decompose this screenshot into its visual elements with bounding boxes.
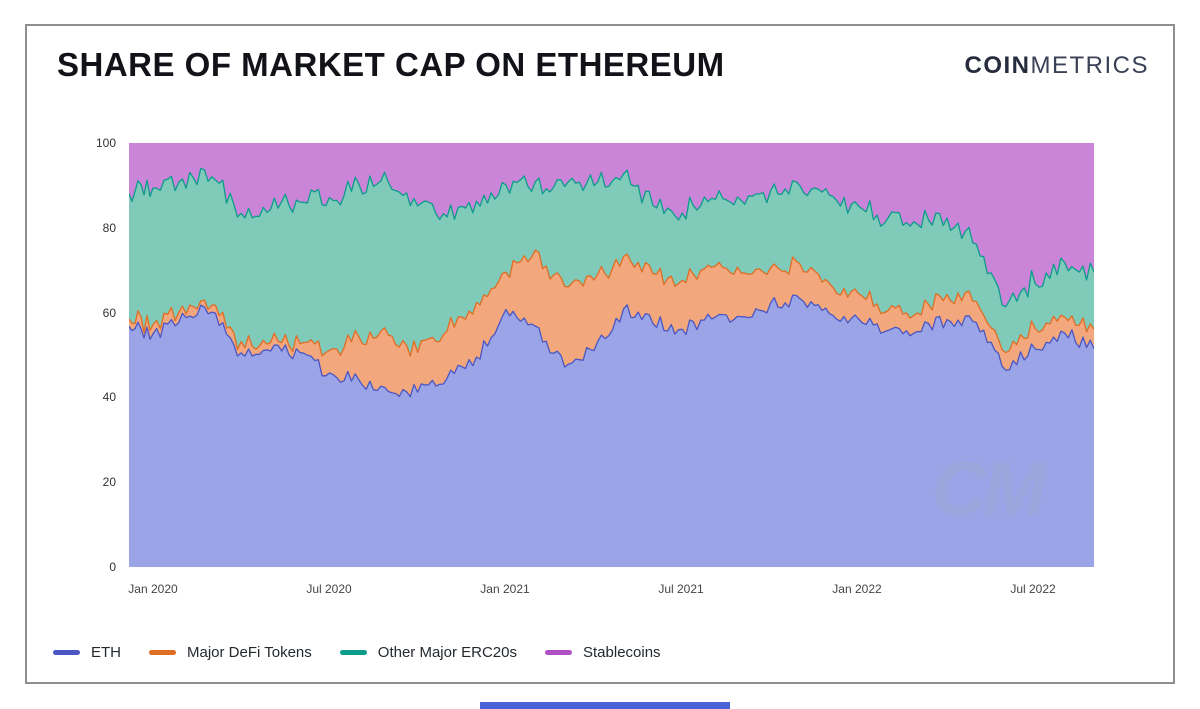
legend-item-defi[interactable]: Major DeFi Tokens <box>149 644 312 661</box>
coinmetrics-logo: COINMETRICS <box>965 52 1150 80</box>
logo-metrics: METRICS <box>1030 52 1149 79</box>
chart-card: SHARE OF MARKET CAP ON ETHEREUM COINMETR… <box>25 24 1175 684</box>
stacked-area-chart[interactable] <box>129 143 1094 567</box>
legend-item-stablecoins[interactable]: Stablecoins <box>545 644 661 661</box>
legend-label-stablecoins: Stablecoins <box>583 644 661 661</box>
chart-legend: ETH Major DeFi Tokens Other Major ERC20s… <box>53 644 689 661</box>
y-tick-60: 60 <box>102 306 116 320</box>
y-tick-100: 100 <box>95 136 116 150</box>
x-tick-jul-2021: Jul 2021 <box>658 582 704 596</box>
y-tick-0: 0 <box>109 560 116 574</box>
x-tick-jul-2020: Jul 2020 <box>306 582 352 596</box>
y-tick-20: 20 <box>102 475 116 489</box>
legend-item-erc20[interactable]: Other Major ERC20s <box>339 644 517 661</box>
x-tick-jan-2022: Jan 2022 <box>832 582 882 596</box>
logo-coin: COIN <box>964 52 1031 79</box>
x-tick-jan-2021: Jan 2021 <box>480 582 530 596</box>
legend-label-erc20: Other Major ERC20s <box>377 644 517 661</box>
y-tick-40: 40 <box>102 390 116 404</box>
legend-label-defi: Major DeFi Tokens <box>187 644 312 661</box>
defi-swatch-icon <box>149 650 176 655</box>
eth-swatch-icon <box>53 650 80 655</box>
x-tick-jul-2022: Jul 2022 <box>1010 582 1056 596</box>
legend-label-eth: ETH <box>91 644 121 661</box>
legend-item-eth[interactable]: ETH <box>53 644 121 661</box>
bottom-accent-bar <box>480 702 730 709</box>
x-tick-jan-2020: Jan 2020 <box>128 582 178 596</box>
y-tick-80: 80 <box>102 221 116 235</box>
page-title: SHARE OF MARKET CAP ON ETHEREUM <box>57 46 725 83</box>
erc20-swatch-icon <box>339 650 367 655</box>
stablecoins-swatch-icon <box>545 650 572 655</box>
